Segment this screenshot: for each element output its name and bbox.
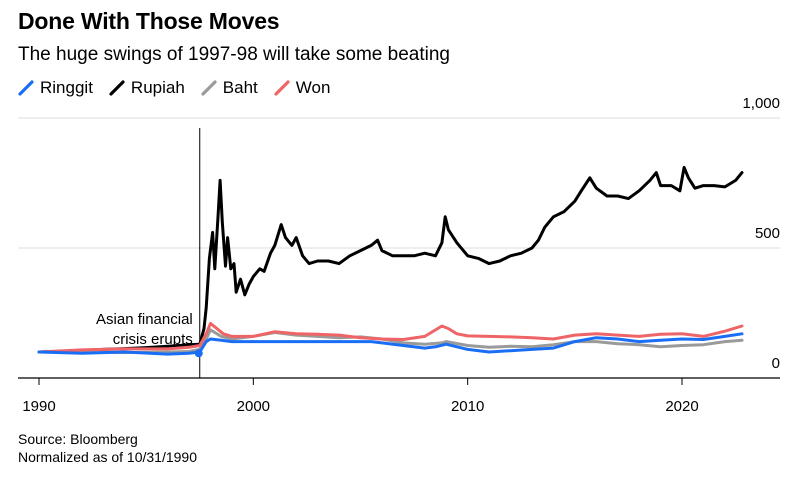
- legend-item-won: Won: [274, 78, 331, 98]
- annotation-line-text: crisis erupts: [113, 331, 193, 348]
- line-swatch-icon: [109, 80, 125, 96]
- y-tick-label: 0: [772, 355, 780, 372]
- x-tick-label: 1990: [22, 398, 55, 415]
- series-layer: [37, 165, 744, 358]
- legend-label: Ringgit: [40, 78, 93, 97]
- line-swatch-icon: [18, 80, 34, 96]
- series-line-rupiah: [37, 165, 744, 354]
- chart-title: Done With Those Moves: [18, 8, 280, 34]
- annotation-line-text: Asian financial: [96, 311, 193, 328]
- gridlines: [18, 117, 780, 249]
- line-swatch-icon: [201, 80, 217, 96]
- legend-label: Won: [295, 78, 331, 97]
- x-tick-label: 2010: [451, 398, 484, 415]
- legend-label: Baht: [222, 78, 258, 97]
- legend-item-baht: Baht: [201, 78, 258, 98]
- y-axis-ticks: 0 500 1,000: [742, 95, 780, 372]
- x-tick-label: 2020: [665, 398, 698, 415]
- line-swatch-icon: [274, 80, 290, 96]
- x-axis-ticks: 1990 2000 2010 2020: [22, 378, 699, 415]
- annotation-label: Asian financial crisis erupts: [96, 311, 193, 348]
- x-tick-label: 2000: [237, 398, 270, 415]
- normalization-note: Normalized as of 10/31/1990: [18, 449, 197, 465]
- legend-label: Rupiah: [130, 78, 185, 97]
- legend-item-rupiah: Rupiah: [109, 78, 185, 98]
- source-note: Source: Bloomberg Normalized as of 10/31…: [18, 430, 197, 466]
- source-line: Source: Bloomberg: [18, 431, 138, 447]
- y-tick-label: 500: [755, 225, 780, 242]
- legend-item-ringgit: Ringgit: [18, 78, 93, 98]
- annotation-marker: [194, 349, 203, 358]
- series-line-won: [37, 321, 744, 354]
- chart-subtitle: The huge swings of 1997-98 will take som…: [18, 44, 450, 65]
- y-tick-label: 1,000: [742, 95, 780, 112]
- legend: Ringgit Rupiah Baht Won: [18, 78, 330, 98]
